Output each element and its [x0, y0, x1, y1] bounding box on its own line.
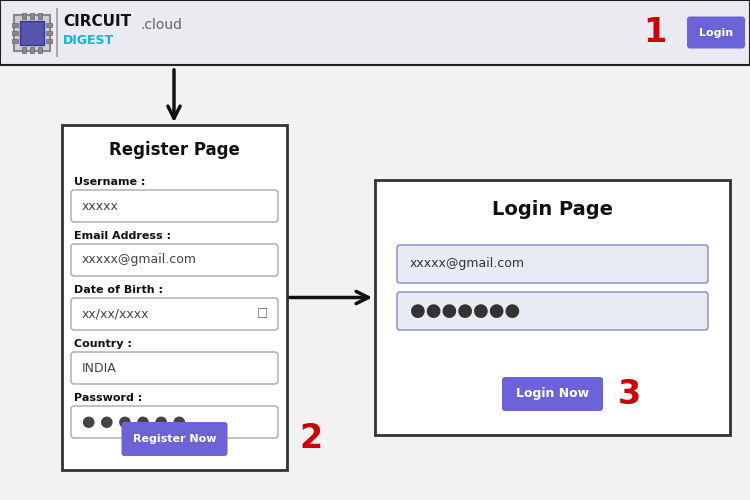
Bar — [46, 22, 52, 26]
Text: xxxxx@gmail.com: xxxxx@gmail.com — [410, 258, 525, 270]
FancyBboxPatch shape — [122, 422, 227, 456]
Text: ● ● ● ● ● ●: ● ● ● ● ● ● — [82, 414, 186, 430]
FancyBboxPatch shape — [397, 245, 708, 283]
Bar — [22, 46, 26, 52]
Bar — [12, 30, 18, 34]
Bar — [20, 20, 44, 44]
Text: 2: 2 — [299, 422, 322, 456]
Bar — [12, 22, 18, 26]
Bar — [38, 12, 42, 18]
FancyBboxPatch shape — [687, 16, 745, 48]
Text: 1: 1 — [644, 16, 667, 49]
FancyBboxPatch shape — [71, 406, 278, 438]
Text: .cloud: .cloud — [140, 18, 182, 32]
Bar — [375, 180, 730, 435]
Text: xx/xx/xxxx: xx/xx/xxxx — [82, 308, 149, 320]
Bar — [46, 38, 52, 42]
Text: ●●●●●●●: ●●●●●●● — [410, 302, 520, 320]
FancyBboxPatch shape — [71, 298, 278, 330]
Bar — [30, 46, 34, 52]
Text: Date of Birth :: Date of Birth : — [74, 285, 163, 295]
Bar — [62, 125, 287, 470]
Text: xxxxx@gmail.com: xxxxx@gmail.com — [82, 254, 197, 266]
Bar — [46, 30, 52, 34]
FancyBboxPatch shape — [71, 352, 278, 384]
Text: DIGEST: DIGEST — [63, 34, 114, 47]
Text: Country :: Country : — [74, 339, 132, 349]
FancyBboxPatch shape — [71, 190, 278, 222]
Text: Username :: Username : — [74, 177, 146, 187]
Text: Login: Login — [699, 28, 733, 38]
Bar — [30, 12, 34, 18]
Bar — [56, 8, 58, 57]
Text: Register Now: Register Now — [133, 434, 216, 444]
Bar — [0, 0, 750, 65]
Text: INDIA: INDIA — [82, 362, 117, 374]
FancyBboxPatch shape — [397, 292, 708, 330]
Text: Register Page: Register Page — [109, 141, 240, 159]
FancyBboxPatch shape — [71, 244, 278, 276]
Text: 3: 3 — [618, 378, 641, 410]
Text: Login Page: Login Page — [492, 200, 613, 219]
Text: xxxxx: xxxxx — [82, 200, 118, 212]
Bar — [14, 14, 50, 51]
Bar — [22, 12, 26, 18]
Bar — [12, 38, 18, 42]
Text: Login Now: Login Now — [516, 388, 589, 400]
Text: Email Address :: Email Address : — [74, 231, 171, 241]
Bar — [38, 46, 42, 52]
Text: Password :: Password : — [74, 393, 142, 403]
Text: ☐: ☐ — [257, 308, 268, 320]
Text: CIRCUIT: CIRCUIT — [63, 14, 131, 29]
FancyBboxPatch shape — [502, 377, 603, 411]
